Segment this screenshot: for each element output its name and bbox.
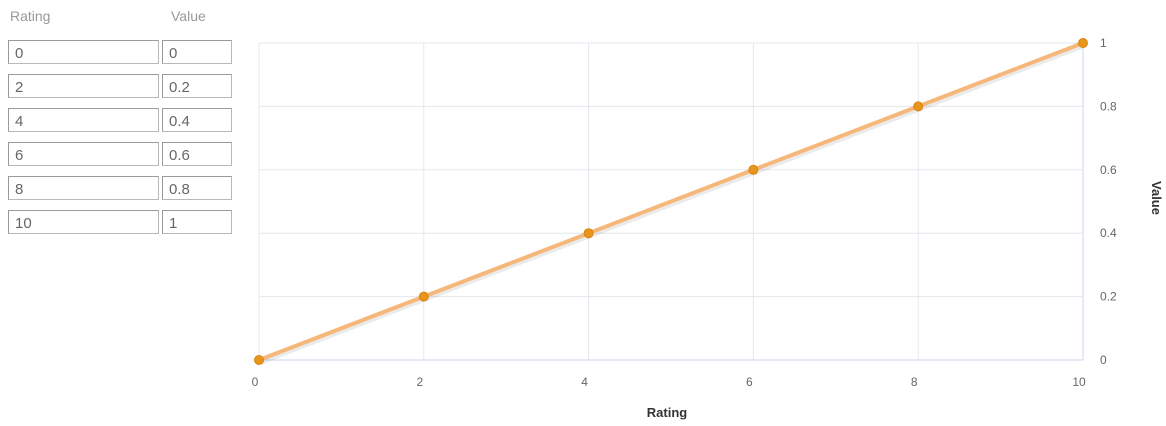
data-point[interactable]	[583, 228, 594, 239]
table-row	[8, 40, 232, 64]
rating-input-6[interactable]	[8, 210, 159, 234]
value-input-2[interactable]	[162, 74, 232, 98]
chart-grid	[258, 42, 1084, 361]
data-point[interactable]	[748, 164, 759, 175]
x-axis-title: Rating	[647, 405, 688, 420]
chart-series	[254, 38, 1088, 365]
y-tick-label: 0	[1100, 353, 1107, 367]
x-tick-label: 2	[416, 375, 423, 389]
x-tick-label: 0	[252, 375, 259, 389]
series-line	[257, 41, 1085, 362]
y-tick-label: 0.8	[1100, 99, 1117, 113]
data-point[interactable]	[913, 101, 924, 112]
table-row	[8, 74, 232, 98]
y-axis-ticks: 0 0.2 0.4 0.6 0.8 1	[1100, 36, 1117, 367]
y-tick-label: 0.2	[1100, 290, 1117, 304]
value-column-header: Value	[171, 8, 206, 24]
table-row	[8, 176, 232, 200]
rating-input-1[interactable]	[8, 40, 159, 64]
y-tick-label: 0.4	[1100, 226, 1117, 240]
table-row	[8, 108, 232, 132]
rating-value-table	[8, 40, 232, 244]
data-point[interactable]	[418, 291, 429, 302]
value-input-1[interactable]	[162, 40, 232, 64]
x-axis-ticks: 0 2 4 6 8 10	[252, 375, 1086, 389]
y-tick-label: 1	[1100, 36, 1107, 50]
rating-input-2[interactable]	[8, 74, 159, 98]
y-axis-title: Value	[1149, 181, 1164, 215]
rating-input-5[interactable]	[8, 176, 159, 200]
x-tick-label: 6	[746, 375, 753, 389]
table-row	[8, 142, 232, 166]
x-tick-label: 10	[1072, 375, 1086, 389]
rating-column-header: Rating	[10, 8, 51, 24]
x-tick-label: 8	[911, 375, 918, 389]
value-input-4[interactable]	[162, 142, 232, 166]
data-point[interactable]	[254, 355, 264, 365]
value-input-5[interactable]	[162, 176, 232, 200]
series-line-shadow	[258, 42, 1086, 365]
y-tick-label: 0.6	[1100, 163, 1117, 177]
rating-input-3[interactable]	[8, 108, 159, 132]
value-input-3[interactable]	[162, 108, 232, 132]
data-point[interactable]	[1078, 38, 1088, 48]
rating-input-4[interactable]	[8, 142, 159, 166]
value-input-6[interactable]	[162, 210, 232, 234]
x-tick-label: 4	[581, 375, 588, 389]
table-row	[8, 210, 232, 234]
